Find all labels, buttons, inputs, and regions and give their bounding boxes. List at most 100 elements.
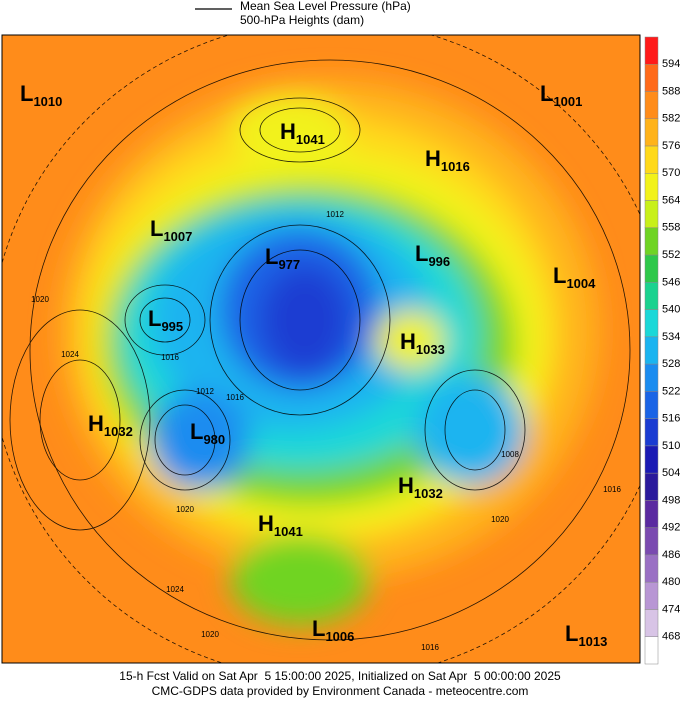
colorbar-box: [644, 363, 659, 392]
colorbar-box: [644, 254, 659, 283]
center-letter: L: [20, 81, 33, 106]
colorbar-box: [644, 391, 659, 419]
colorbar-box: [644, 118, 659, 147]
colorbar-box: [644, 581, 659, 610]
colorbar-label: 582: [662, 113, 680, 125]
colorbar-label: 552: [662, 249, 680, 261]
center-letter: L: [265, 244, 278, 269]
center-letter: H: [280, 119, 296, 144]
colorbar-label: 486: [662, 549, 680, 561]
center-letter: L: [150, 216, 163, 241]
center-value: 1041: [296, 132, 325, 147]
center-value: 977: [278, 257, 300, 272]
center-letter: L: [540, 81, 553, 106]
center-value: 1006: [325, 629, 354, 644]
colorbar-label: 522: [662, 385, 680, 397]
legend-pressure: Mean Sea Level Pressure (hPa): [240, 0, 411, 13]
colorbar-label: 546: [662, 276, 680, 288]
contour-label: 1016: [161, 353, 179, 362]
colorbar-label: 570: [662, 167, 680, 179]
colorbar-box: [644, 200, 659, 229]
colorbar-label: 564: [662, 194, 680, 206]
pressure-center: L1013: [565, 621, 607, 650]
colorbar-label: 576: [662, 140, 680, 152]
legend-heights: 500-hPa Heights (dam): [240, 13, 364, 27]
center-value: 1013: [578, 634, 607, 649]
center-value: 996: [428, 254, 450, 269]
colorbar-box: [644, 91, 659, 120]
colorbar-box: [644, 527, 659, 556]
colorbar-box: [644, 282, 659, 310]
center-value: 1001: [553, 94, 582, 109]
pressure-center: L977: [265, 244, 300, 273]
colorbar-label: 528: [662, 358, 680, 370]
colorbar-label: 516: [662, 413, 680, 425]
footer-line: 15-h Fcst Valid on Sat Apr 5 15:00:00 20…: [119, 669, 561, 683]
pressure-center: L995: [148, 306, 183, 335]
center-letter: L: [415, 241, 428, 266]
map-frame: [1, 34, 641, 664]
contour-label: 1016: [226, 393, 244, 402]
center-value: 1007: [163, 229, 192, 244]
colorbar-label: 534: [662, 331, 680, 343]
center-letter: L: [148, 306, 161, 331]
colorbar-box: [644, 173, 659, 201]
center-letter: L: [565, 621, 578, 646]
colorbar-box: [644, 554, 659, 583]
center-value: 1010: [33, 94, 62, 109]
pressure-center: H1032: [398, 473, 443, 502]
colorbar-box: [644, 336, 659, 365]
colorbar-box: [644, 445, 659, 474]
contour-label: 1020: [31, 295, 49, 304]
center-value: 995: [161, 319, 183, 334]
contour-label: 1020: [176, 505, 194, 514]
center-letter: L: [312, 616, 325, 641]
colorbar-box: [644, 472, 659, 501]
center-letter: H: [88, 411, 104, 436]
center-value: 980: [203, 432, 225, 447]
contour-label: 1016: [421, 643, 439, 652]
contour-label: 1024: [166, 585, 184, 594]
contour-label: 1012: [196, 387, 214, 396]
pressure-center: L1010: [20, 81, 62, 110]
colorbar-box: [644, 227, 659, 256]
pressure-center: L996: [415, 241, 450, 270]
center-letter: L: [553, 263, 566, 288]
colorbar-label: 588: [662, 85, 680, 97]
colorbar-label: 504: [662, 467, 680, 479]
colorbar-box: [644, 500, 659, 528]
center-value: 1032: [104, 424, 133, 439]
contour-label: 1008: [501, 450, 519, 459]
contour-label: 1024: [61, 350, 79, 359]
pressure-center: L1001: [540, 81, 582, 110]
colorbar-label: 474: [662, 603, 680, 615]
center-letter: H: [258, 511, 274, 536]
center-value: 1016: [441, 159, 470, 174]
map-field: [2, 35, 640, 663]
contour-label: 1012: [326, 210, 344, 219]
colorbar-box: [644, 609, 659, 637]
colorbar-label: 468: [662, 631, 680, 643]
footer-line: CMC-GDPS data provided by Environment Ca…: [152, 684, 529, 698]
pressure-center: H1033: [400, 329, 445, 358]
center-value: 1032: [414, 486, 443, 501]
colorbar-box: [644, 418, 659, 447]
contour-label: 1016: [603, 485, 621, 494]
center-value: 1004: [566, 276, 596, 291]
pressure-center: L1006: [312, 616, 354, 645]
colorbar-label: 594: [662, 58, 680, 70]
colorbar-box: [644, 636, 659, 665]
contour-label: 1020: [491, 515, 509, 524]
colorbar-label: 498: [662, 494, 680, 506]
pressure-center: H1016: [425, 146, 470, 175]
colorbar-label: 492: [662, 522, 680, 534]
colorbar-label: 558: [662, 222, 680, 234]
colorbar-box: [644, 145, 659, 174]
pressure-center: L1007: [150, 216, 192, 245]
colorbar-label: 540: [662, 304, 680, 316]
center-letter: H: [398, 473, 414, 498]
center-letter: H: [425, 146, 441, 171]
pressure-center: H1041: [280, 119, 325, 148]
